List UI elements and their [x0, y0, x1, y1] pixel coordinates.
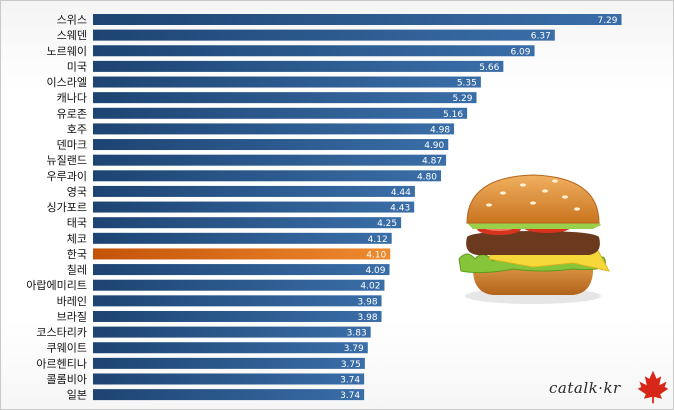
category-label: 체코	[67, 232, 87, 245]
bar	[93, 123, 455, 135]
value-label: 6.09	[510, 47, 530, 57]
bar	[93, 185, 415, 197]
value-label: 4.10	[366, 250, 386, 260]
value-label: 3.83	[347, 329, 367, 339]
bar	[93, 107, 468, 119]
category-label: 유로존	[57, 107, 87, 120]
bar	[93, 139, 449, 151]
category-label: 코스타리카	[36, 326, 87, 339]
bar	[93, 217, 402, 229]
category-label: 호주	[67, 123, 87, 136]
value-label: 4.12	[368, 235, 388, 245]
bars-group	[93, 14, 622, 401]
bar	[93, 45, 535, 57]
category-label: 바레인	[57, 295, 87, 308]
category-label: 일본	[67, 388, 87, 402]
value-label: 4.25	[377, 219, 397, 229]
bar	[93, 232, 392, 244]
category-label: 콜롬비아	[47, 373, 87, 386]
category-label: 싱가포르	[47, 201, 87, 214]
category-label: 우루과이	[47, 170, 87, 183]
category-label: 칠레	[67, 264, 87, 277]
maple-leaf-icon	[637, 370, 669, 404]
value-label: 3.75	[341, 360, 361, 370]
bar	[93, 373, 365, 385]
value-label: 5.16	[443, 110, 463, 120]
category-label: 덴마크	[57, 139, 87, 152]
category-label: 태국	[67, 217, 87, 230]
value-label: 3.79	[344, 344, 364, 354]
category-label: 스위스	[57, 14, 87, 27]
category-label: 뉴질랜드	[47, 154, 87, 167]
value-label: 4.44	[391, 188, 411, 198]
value-labels: 7.29 6.376.09 5.665.35 5.29 5.16 4.98 4.90 4.87…	[340, 16, 618, 401]
category-label: 미국	[67, 60, 87, 73]
category-label: 아르헨티나	[36, 357, 87, 370]
category-label: 아랍에미리트	[26, 279, 87, 292]
bar	[93, 264, 390, 276]
bar-highlight	[93, 248, 391, 260]
category-label: 브라질	[57, 310, 87, 323]
value-label: 7.29	[597, 16, 617, 26]
watermark-text: catalk·kr	[549, 379, 621, 397]
bar	[93, 154, 447, 166]
bar	[93, 60, 504, 72]
bar	[93, 326, 371, 338]
value-label: 5.35	[457, 79, 477, 89]
value-label: 4.80	[417, 172, 437, 182]
value-label: 5.29	[452, 94, 472, 104]
value-label: 4.43	[390, 204, 410, 214]
value-label: 5.66	[479, 63, 499, 73]
category-label: 쿠웨이트	[47, 342, 87, 355]
category-label: 영국	[67, 185, 87, 198]
bar	[93, 279, 385, 291]
value-label: 4.98	[430, 125, 450, 135]
category-label: 이스라엘	[47, 76, 87, 89]
category-label: 캐나다	[57, 92, 87, 105]
value-label: 4.90	[424, 141, 444, 151]
bar	[93, 357, 365, 369]
hamburger-illustration	[458, 174, 610, 304]
bar	[93, 92, 477, 104]
category-labels: 스위스스웨덴노르웨이미국이스라엘캐나다유로존호주덴마크뉴질랜드우루과이영국싱가포…	[26, 14, 87, 402]
value-label: 3.98	[358, 313, 378, 323]
bar	[93, 295, 382, 307]
bar	[93, 76, 481, 88]
bar	[93, 310, 382, 322]
value-label: 4.09	[365, 266, 385, 276]
value-label: 4.87	[422, 157, 442, 167]
category-label: 노르웨이	[47, 45, 87, 58]
category-label: 한국	[67, 248, 87, 261]
bar	[93, 29, 555, 41]
bar	[93, 389, 365, 401]
value-label: 3.74	[340, 391, 360, 401]
value-label: 3.98	[358, 297, 378, 307]
category-label: 스웨덴	[57, 29, 87, 42]
value-label: 6.37	[531, 32, 551, 42]
bar	[93, 342, 368, 354]
bar	[93, 14, 622, 25]
bar	[93, 170, 441, 182]
value-label: 4.02	[360, 282, 380, 292]
bar	[93, 201, 415, 213]
value-label: 3.74	[340, 375, 360, 385]
